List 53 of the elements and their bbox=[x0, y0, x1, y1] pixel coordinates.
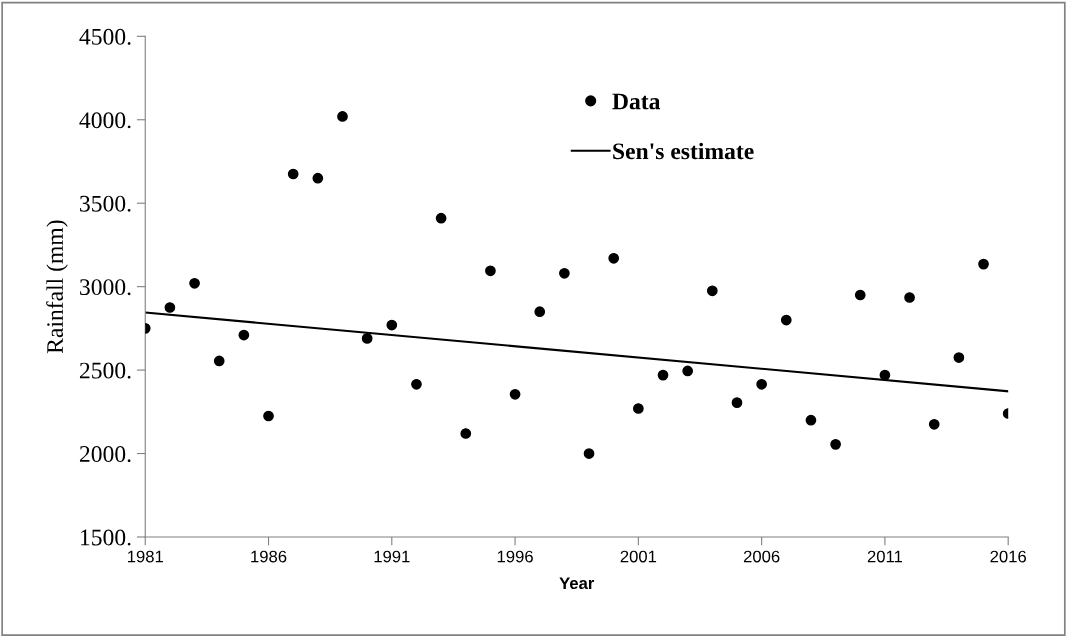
point bbox=[706, 285, 718, 297]
y-axis-title: Rainfall (mm) bbox=[46, 220, 68, 354]
point bbox=[485, 265, 496, 277]
point bbox=[780, 314, 792, 326]
point bbox=[953, 352, 965, 363]
x-tick-label: 1991 bbox=[374, 550, 410, 563]
point bbox=[904, 292, 915, 303]
point bbox=[978, 258, 989, 270]
point bbox=[361, 333, 373, 344]
point bbox=[657, 369, 669, 381]
point bbox=[435, 212, 447, 224]
point bbox=[559, 267, 570, 279]
y-tick-label: 4000. bbox=[79, 112, 131, 129]
x-tick-label: 2006 bbox=[743, 550, 780, 563]
point bbox=[731, 397, 743, 408]
point bbox=[263, 410, 274, 422]
y-tick-label: 3000. bbox=[80, 279, 131, 296]
point bbox=[509, 388, 521, 400]
point bbox=[411, 378, 422, 390]
x-tick-label: 1986 bbox=[251, 550, 287, 563]
y-tick-label: 3500. bbox=[80, 195, 131, 212]
point bbox=[287, 168, 299, 180]
point bbox=[879, 369, 891, 381]
x-tick-label: 2011 bbox=[867, 550, 903, 563]
point bbox=[460, 428, 472, 439]
x-axis-title: Year bbox=[559, 577, 595, 590]
x-tick-label: 1981 bbox=[127, 550, 163, 563]
x-tick-label: 2016 bbox=[990, 550, 1026, 563]
x-tick-label: 1996 bbox=[497, 550, 533, 563]
point bbox=[854, 289, 866, 301]
y-tick-label: 4500. bbox=[79, 28, 131, 45]
point bbox=[312, 172, 324, 184]
y-tick-label: 2500. bbox=[79, 362, 131, 379]
y-tick-label: 2000. bbox=[79, 446, 131, 463]
point bbox=[238, 329, 250, 341]
point bbox=[682, 365, 694, 377]
y-tick-label: 1500. bbox=[81, 529, 131, 546]
point bbox=[928, 418, 940, 430]
legend-label: Data bbox=[612, 93, 661, 110]
point bbox=[337, 111, 348, 122]
legend-label: Sen's estimate bbox=[613, 142, 754, 160]
point bbox=[583, 448, 595, 459]
point bbox=[633, 403, 644, 414]
point bbox=[213, 355, 225, 367]
point bbox=[189, 277, 200, 289]
point bbox=[608, 252, 620, 264]
point bbox=[164, 302, 176, 313]
point bbox=[534, 306, 546, 318]
point bbox=[756, 378, 767, 390]
point bbox=[805, 414, 817, 426]
point bbox=[830, 439, 841, 450]
point bbox=[386, 319, 398, 331]
x-tick-label: 2001 bbox=[620, 550, 657, 563]
